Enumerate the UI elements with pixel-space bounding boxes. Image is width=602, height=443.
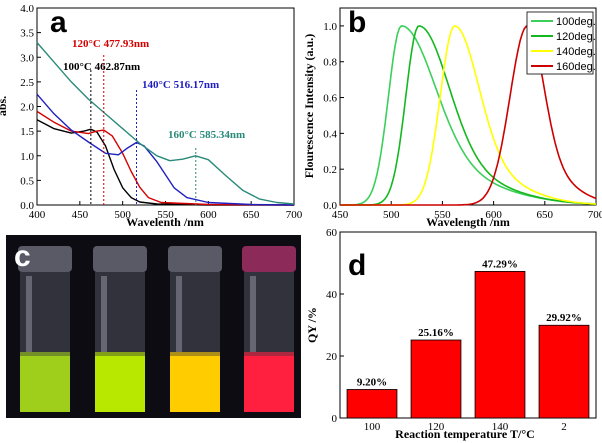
panel-c-letter: c xyxy=(14,240,31,273)
panel-a-y-tick-label: 2.5 xyxy=(20,77,34,89)
panel-d-x-tick-label: 100 xyxy=(364,421,381,433)
panel-a-peak-annotation: 120°C 477.93nm xyxy=(72,38,149,50)
panel-a-y-axis-title: abs. xyxy=(0,96,9,116)
panel-d-bar-value-label: 9.20% xyxy=(357,376,387,388)
panel-b-y-tick-label: 1.0 xyxy=(323,21,337,33)
panel-a-series-line-2 xyxy=(36,93,295,206)
panel-d-bar-120 xyxy=(410,339,462,419)
panel-a-y-tick-label: 2.0 xyxy=(20,102,34,114)
panel-a-series-line-3 xyxy=(36,42,295,205)
panel-d-bar-value-label: 47.29% xyxy=(482,258,518,270)
panel-b-legend-box xyxy=(526,11,594,75)
vial-solution xyxy=(20,356,70,412)
vial-cap xyxy=(168,246,222,272)
panel-a-y-tick-label: 4.0 xyxy=(20,3,34,15)
panel-a-series-line-0 xyxy=(36,119,294,206)
panel-d-x-tick-label: 2 xyxy=(561,421,567,433)
panel-d-y-tick-label: 40 xyxy=(326,289,338,301)
panel-a-x-tick-label: 550 xyxy=(157,209,174,221)
panel-b-letter: b xyxy=(348,6,366,39)
panel-b-series-line-3 xyxy=(340,25,597,206)
panel-b-legend-label: 100deg. xyxy=(556,16,596,28)
vial-solution xyxy=(170,356,220,412)
panel-b-legend-label: 120deg. xyxy=(556,31,596,43)
panel-d-y-tick-label: 0 xyxy=(332,413,338,425)
panel-a-x-tick-label: 400 xyxy=(29,209,46,221)
panel-d-y-tick-label: 20 xyxy=(326,351,338,363)
panel-a-y-tick-label: 3.0 xyxy=(20,52,34,64)
panel-a-peak-annotation: 100°C 462.87nm xyxy=(63,61,140,73)
vial-meniscus xyxy=(170,352,220,358)
panel-d-bar-100 xyxy=(346,389,398,419)
panel-a-series-line-1 xyxy=(36,110,295,206)
vial-cap xyxy=(93,246,147,272)
panel-a-letter: a xyxy=(50,6,67,39)
vial-glass-highlight xyxy=(26,276,32,352)
panel-b-x-axis-title: Wavelength /nm xyxy=(426,215,510,229)
panel-d-bar-value-label: 29.92% xyxy=(546,312,582,324)
panel-b-y-tick-label: 0.4 xyxy=(323,128,337,140)
panel-b-legend-label: 140deg. xyxy=(556,46,596,58)
panel-b-y-tick-label: 0.0 xyxy=(323,200,337,212)
panel-a-peak-annotation: 140°C 516.17nm xyxy=(142,79,219,91)
panel-a-x-axis-title: Wavelenth /nm xyxy=(126,215,204,229)
panel-a-x-tick-label: 500 xyxy=(114,209,131,221)
vial-glass-highlight xyxy=(250,276,256,352)
vial-meniscus xyxy=(95,352,145,358)
panel-b-y-tick-label: 0.6 xyxy=(323,93,337,105)
panel-b-x-tick-label: 600 xyxy=(485,209,502,221)
vial-glass-highlight xyxy=(176,276,182,352)
panel-d-qy-bar-chart: 0 20 40 60 100 120 140 2 9.20% 25.16% 47.29% 29.92… xyxy=(305,227,597,441)
panel-a-y-tick-label: 0.0 xyxy=(20,200,34,212)
panel-b-legend-label: 160deg. xyxy=(556,61,596,73)
panel-a-y-tick-label: 1.0 xyxy=(20,151,34,163)
panel-a-y-tick-label: 0.5 xyxy=(20,175,34,187)
vial-solution xyxy=(244,356,294,412)
vial-glass-highlight xyxy=(101,276,107,352)
panel-b-series-line-1 xyxy=(340,25,597,206)
panel-b-x-tick-label: 500 xyxy=(383,209,400,221)
vial-meniscus xyxy=(20,352,70,358)
panel-a-y-tick-label: 1.5 xyxy=(20,126,34,138)
panel-a-peak-annotation: 160°C 585.34nm xyxy=(168,129,245,141)
panel-d-plot-frame xyxy=(339,231,597,419)
panel-b-x-tick-label: 700 xyxy=(588,209,602,221)
panel-a-x-tick-label: 450 xyxy=(72,209,89,221)
panel-a-x-tick-label: 650 xyxy=(243,209,260,221)
vial-meniscus xyxy=(244,352,294,358)
panel-a-x-tick-label: 700 xyxy=(286,209,303,221)
panel-a-y-tick-label: 3.5 xyxy=(20,28,34,40)
panel-a-x-tick-label: 600 xyxy=(200,209,217,221)
panel-d-y-axis-title: QY /% xyxy=(305,307,319,343)
panel-a-absorbance-chart: 400 450 500 550 600 650 700 0.0 0.5 1.0 1.5 2.0 2.5 3… xyxy=(0,3,303,229)
panel-c-vial-photo: c xyxy=(6,235,301,418)
vial-solution xyxy=(95,356,145,412)
vial-cap xyxy=(18,246,72,272)
panel-d-x-tick-label: 120 xyxy=(428,421,445,433)
panel-d-x-axis-title: Reaction temperature T/°C xyxy=(395,427,535,441)
panel-b-x-tick-label: 650 xyxy=(537,209,554,221)
panel-b-x-tick-label: 550 xyxy=(434,209,451,221)
panel-d-bar-140 xyxy=(474,271,526,419)
vial-cap xyxy=(242,246,296,272)
panel-d-y-tick-label: 60 xyxy=(326,227,338,239)
panel-b-y-tick-label: 0.2 xyxy=(323,164,337,176)
panel-d-letter: d xyxy=(348,249,366,282)
panel-d-bar-2 xyxy=(538,324,590,419)
panel-d-bar-value-label: 25.16% xyxy=(418,327,454,339)
panel-b-y-axis-title: Flourescence Intensity (a.u.) xyxy=(302,34,316,178)
panel-b-x-tick-label: 450 xyxy=(332,209,349,221)
panel-b-fluorescence-chart: 450 500 550 600 650 700 0.0 0.2 0.4 0.6 0.8 1.0 100… xyxy=(302,6,602,229)
panel-d-x-tick-label: 140 xyxy=(492,421,509,433)
panel-b-y-tick-label: 0.8 xyxy=(323,57,337,69)
